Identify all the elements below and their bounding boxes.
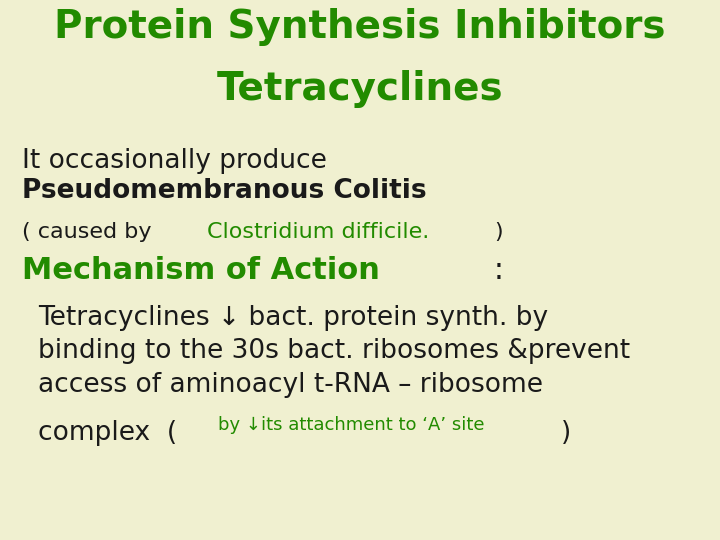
Text: Clostridium difficile.: Clostridium difficile. [207, 222, 430, 242]
Text: Protein Synthesis Inhibitors: Protein Synthesis Inhibitors [54, 8, 666, 46]
Text: ): ) [562, 420, 572, 446]
Text: :: : [484, 256, 504, 285]
Text: ( caused by: ( caused by [22, 222, 166, 242]
Text: binding to the 30s bact. ribosomes &prevent: binding to the 30s bact. ribosomes &prev… [38, 338, 630, 364]
Text: ): ) [494, 222, 503, 242]
Text: complex  (: complex ( [38, 420, 177, 446]
Text: access of aminoacyl t-RNA – ribosome: access of aminoacyl t-RNA – ribosome [38, 372, 543, 398]
Text: It occasionally produce: It occasionally produce [22, 148, 327, 174]
Text: by ↓its attachment to ‘A’ site: by ↓its attachment to ‘A’ site [217, 416, 484, 434]
Text: Tetracyclines ↓ bact. protein synth. by: Tetracyclines ↓ bact. protein synth. by [38, 305, 548, 331]
Text: Tetracyclines: Tetracyclines [217, 70, 503, 108]
Text: Pseudomembranous Colitis: Pseudomembranous Colitis [22, 178, 427, 204]
Text: Mechanism of Action: Mechanism of Action [22, 256, 380, 285]
